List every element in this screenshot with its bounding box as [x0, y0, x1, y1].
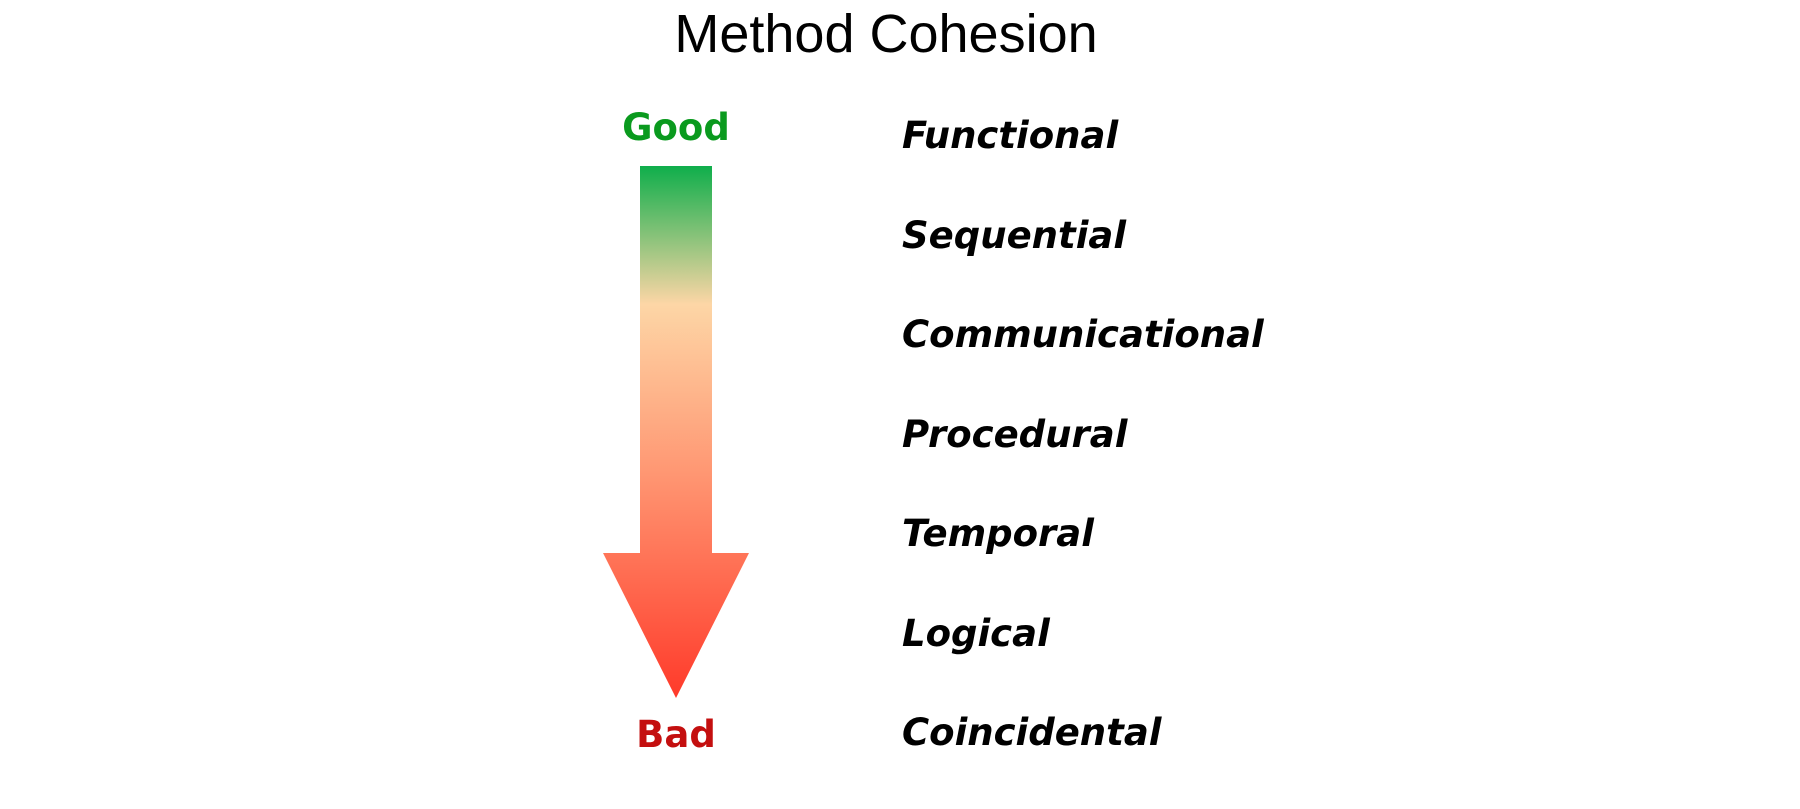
- good-label: Good: [622, 106, 730, 149]
- bad-label: Bad: [636, 713, 716, 756]
- diagram-title: Method Cohesion: [674, 4, 1098, 64]
- level-procedural: Procedural: [902, 412, 1128, 456]
- level-logical: Logical: [902, 611, 1050, 655]
- level-functional: Functional: [902, 114, 1119, 157]
- level-temporal: Temporal: [902, 512, 1094, 555]
- quality-arrow: [600, 160, 750, 705]
- cohesion-levels-list: Functional Sequential Communicational Pr…: [902, 112, 1264, 809]
- level-coincidental: Coincidental: [902, 711, 1162, 754]
- level-communicational: Communicational: [902, 313, 1264, 356]
- level-sequential: Sequential: [902, 213, 1127, 257]
- gradient-arrow-icon: [603, 166, 749, 698]
